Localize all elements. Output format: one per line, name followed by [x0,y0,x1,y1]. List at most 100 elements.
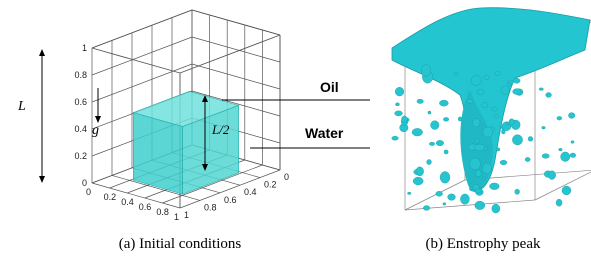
droplet [542,154,549,159]
grid-line [192,64,280,89]
droplet [548,171,556,180]
droplet [458,117,462,121]
droplet [470,158,481,170]
droplet [513,89,521,95]
panel-b [392,8,591,213]
droplet [501,86,509,95]
y-tick-label: 0.4 [244,187,257,197]
x-tick-label: 1 [174,212,179,222]
droplet [444,150,448,154]
droplet [421,65,431,77]
z-tick-label: 0.8 [74,70,87,80]
x-tick-label: 0 [86,187,91,197]
droplet [395,87,404,96]
droplet [571,141,574,144]
droplet [416,167,424,176]
droplet [436,140,444,146]
caption-a: (a) Initial conditions [119,236,242,252]
droplet [483,127,493,137]
x-tick-label: 0.8 [156,207,169,217]
droplet [413,177,423,185]
droplet [502,130,506,134]
y-tick-label: 0.8 [204,202,217,212]
droplet [454,72,457,76]
box-edge [405,180,465,210]
droplet [515,189,520,194]
droplet [412,128,423,136]
droplet [539,88,543,91]
oil-block-front [133,113,182,195]
droplet [407,192,411,194]
box-edge [535,170,591,200]
droplet [496,148,500,151]
z-tick-label: 0.4 [74,124,87,134]
water-label: Water [305,125,344,141]
droplet [559,148,563,151]
droplet [561,152,570,162]
droplet [475,201,485,210]
droplet [429,142,435,145]
droplet [428,111,431,114]
droplet [395,111,403,116]
box-edge [92,10,192,48]
droplet [427,160,432,165]
droplet [443,203,446,205]
y-tick-label: 0.6 [224,195,237,205]
droplet [495,71,501,76]
box-edge [92,48,180,73]
droplet [500,160,507,165]
y-tick-label: 0.2 [264,180,277,190]
droplet [436,191,443,196]
droplet [448,194,456,201]
droplet [439,100,448,106]
droplet [474,144,484,151]
y-tick-label: 0 [284,172,289,182]
droplet [423,206,430,211]
droplet [557,116,562,120]
droplet [512,135,522,145]
droplet [477,89,484,94]
droplet [417,99,424,103]
droplet [491,107,497,111]
droplet [542,126,546,129]
y-tick-label: 1 [184,210,189,220]
droplet [431,121,439,130]
droplet [460,194,469,204]
droplet [475,139,479,143]
droplet [528,137,533,142]
box-edge [180,35,280,73]
droplet [484,75,489,80]
droplet [513,78,520,83]
droplet [482,163,491,174]
droplet [494,114,498,118]
droplet [562,186,571,195]
droplet [392,136,399,140]
droplet [556,199,562,206]
droplet [440,172,450,184]
z-tick-label: 1 [82,43,87,53]
caption-b: (b) Enstrophy peak [426,236,541,252]
x-tick-label: 0.6 [139,202,152,212]
droplet [476,170,482,177]
droplet [546,93,552,98]
droplet [395,103,399,106]
droplet [475,189,482,193]
oil-label: Oil [320,79,339,95]
length-label: L [17,99,26,114]
figure: 10.80.60.40.2000.20.40.60.8110.80.60.40.… [0,0,591,268]
x-tick-label: 0.2 [104,192,117,202]
droplet [482,102,488,108]
droplet [508,82,512,85]
droplet [471,76,482,86]
gravity-label: g [92,123,99,138]
height-label: L/2 [211,122,230,137]
droplet [402,116,408,123]
droplet [489,183,499,190]
droplet [509,119,514,125]
droplet [467,99,473,103]
droplet [473,119,480,127]
droplet [568,113,575,119]
droplet [492,204,500,213]
droplet [525,157,530,161]
